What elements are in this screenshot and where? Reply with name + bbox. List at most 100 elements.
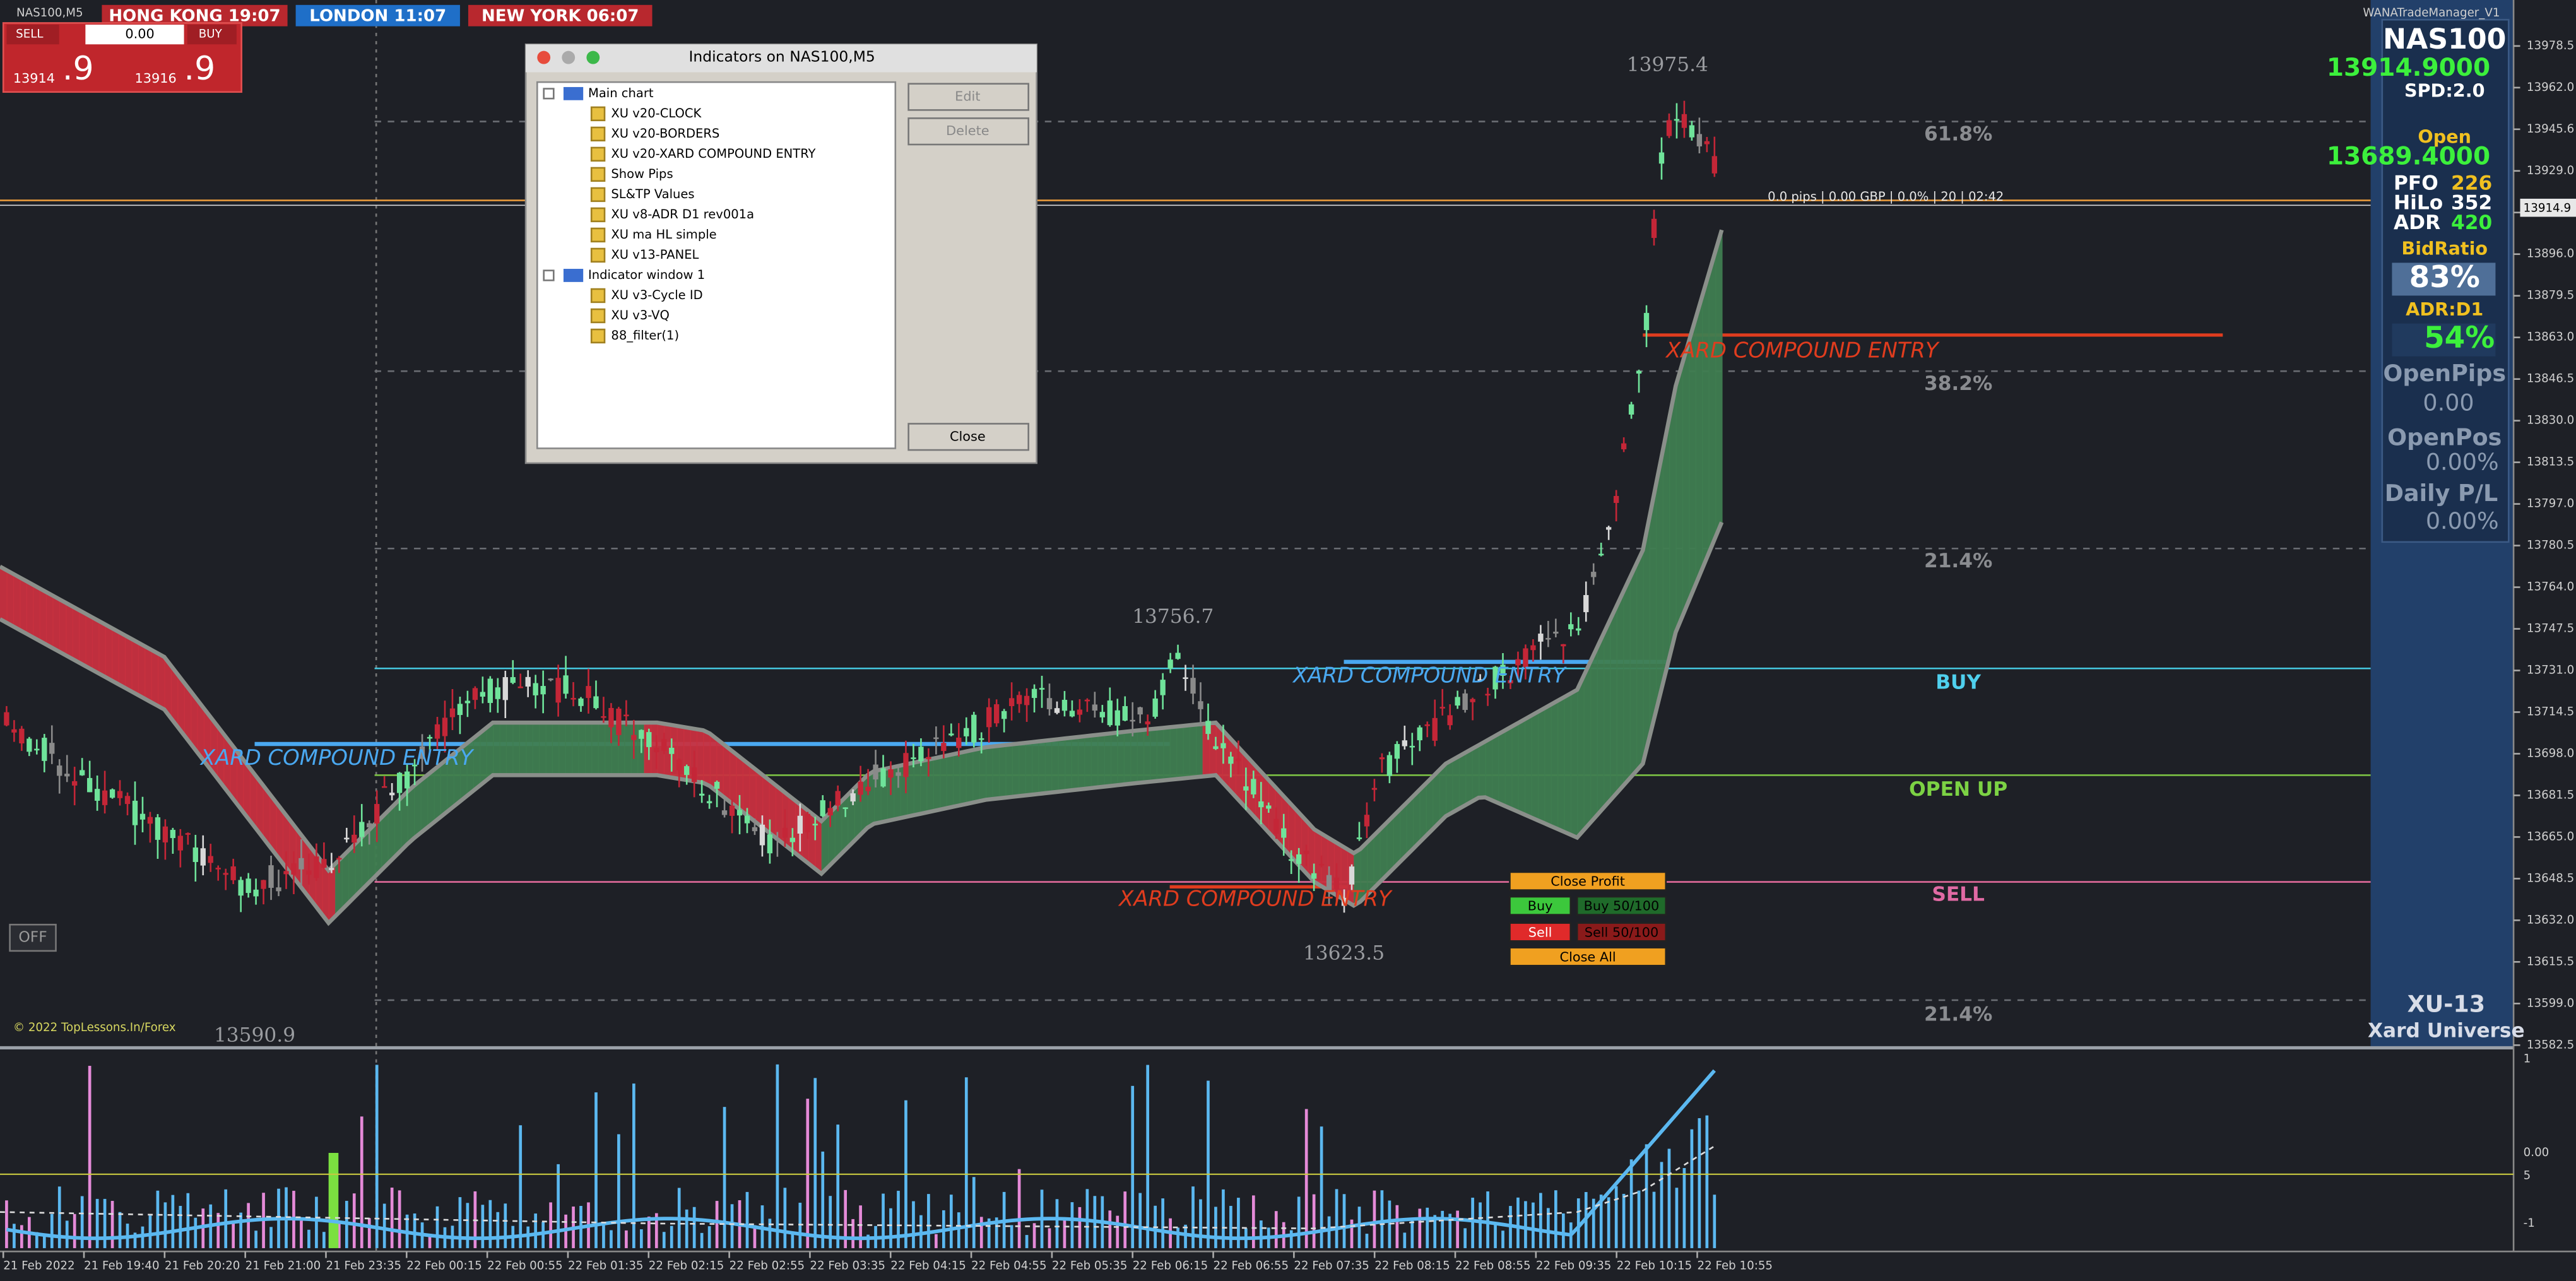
candle-body bbox=[578, 698, 584, 706]
candle-body bbox=[86, 777, 93, 793]
tree-toggle[interactable] bbox=[543, 269, 555, 281]
candle-body bbox=[298, 858, 304, 870]
dialog-button[interactable] bbox=[907, 117, 1029, 146]
tree-toggle[interactable] bbox=[543, 88, 555, 100]
candle-body bbox=[918, 747, 924, 762]
histogram-bar bbox=[1645, 1144, 1648, 1248]
trade-button[interactable] bbox=[1576, 922, 1667, 942]
histogram-bar bbox=[730, 1204, 734, 1248]
cloud-segment bbox=[414, 780, 422, 839]
histogram-bar bbox=[806, 1099, 810, 1248]
candle-body bbox=[865, 786, 871, 791]
candle-body bbox=[464, 700, 471, 704]
panel-dailypl-label: Daily P/L bbox=[2385, 480, 2498, 507]
dialog-button[interactable] bbox=[907, 423, 1029, 451]
trade-button[interactable] bbox=[1509, 895, 1572, 916]
x-axis-label: 22 Feb 05:35 bbox=[1052, 1260, 1128, 1273]
candle-body bbox=[873, 764, 878, 780]
tree-node: Main chart bbox=[588, 86, 654, 100]
window-button[interactable] bbox=[586, 50, 600, 64]
histogram-bar bbox=[118, 1212, 122, 1248]
trade-button[interactable] bbox=[1509, 947, 1667, 967]
cloud-segment bbox=[210, 716, 218, 778]
x-axis-label: 22 Feb 01:35 bbox=[568, 1260, 644, 1273]
candle-body bbox=[964, 728, 969, 736]
cloud-segment bbox=[1340, 845, 1349, 902]
candle-body bbox=[540, 686, 546, 695]
x-axis-label: 22 Feb 04:15 bbox=[890, 1260, 966, 1273]
candle-body bbox=[570, 698, 576, 700]
histogram-bar bbox=[700, 1232, 704, 1248]
candle-body bbox=[1689, 125, 1695, 138]
histogram-bar bbox=[163, 1202, 167, 1248]
cloud-segment bbox=[20, 577, 27, 634]
histogram-bar bbox=[670, 1225, 673, 1248]
y-axis-label: 13896.0 bbox=[2527, 247, 2574, 261]
histogram-bar bbox=[254, 1231, 257, 1248]
buy-button[interactable] bbox=[187, 25, 237, 45]
candle-body bbox=[1447, 715, 1453, 726]
off-button[interactable] bbox=[9, 923, 57, 952]
cloud-segment bbox=[1373, 829, 1381, 888]
cloud-segment bbox=[992, 745, 1000, 800]
cloud-segment bbox=[151, 649, 159, 706]
candle-body bbox=[586, 686, 591, 699]
level-label: 38.2% bbox=[1924, 372, 1992, 395]
cloud-segment bbox=[1649, 484, 1657, 738]
candle-body bbox=[1545, 637, 1551, 640]
sub-axis-label: 0.00 bbox=[2524, 1146, 2549, 1159]
window-button[interactable] bbox=[562, 50, 576, 64]
dialog-button[interactable] bbox=[907, 83, 1029, 111]
histogram-bar bbox=[110, 1201, 114, 1248]
cloud-segment bbox=[216, 725, 225, 787]
candle-body bbox=[1205, 721, 1211, 735]
candle-body bbox=[601, 716, 606, 718]
indicator-icon bbox=[590, 106, 606, 122]
histogram-bar bbox=[979, 1217, 983, 1248]
candle-body bbox=[1658, 152, 1665, 164]
cloud-segment bbox=[1104, 733, 1112, 787]
histogram-bar bbox=[882, 1193, 885, 1248]
candle-body bbox=[109, 789, 115, 798]
candle-body bbox=[979, 738, 984, 740]
histogram-bar bbox=[1251, 1195, 1255, 1248]
histogram-bar bbox=[1259, 1220, 1263, 1248]
histogram-bar bbox=[1410, 1217, 1414, 1248]
cloud-segment bbox=[1643, 517, 1651, 764]
sell-button[interactable] bbox=[6, 25, 59, 45]
cloud-segment bbox=[1590, 647, 1598, 823]
candle-body bbox=[616, 708, 622, 735]
cloud-segment bbox=[1504, 726, 1513, 809]
cloud-segment bbox=[1025, 742, 1033, 796]
cloud-segment bbox=[184, 682, 192, 744]
candle-body bbox=[1379, 757, 1385, 760]
histogram-bar bbox=[1199, 1199, 1202, 1248]
window-button[interactable] bbox=[537, 50, 551, 64]
cloud-segment bbox=[407, 786, 415, 844]
histogram-bar bbox=[549, 1202, 552, 1248]
candle-body bbox=[1394, 744, 1400, 759]
histogram-bar bbox=[1176, 1227, 1179, 1248]
candle-body bbox=[767, 834, 773, 854]
candle-body bbox=[1432, 717, 1438, 741]
candle-body bbox=[502, 677, 508, 700]
cloud-segment bbox=[59, 599, 67, 656]
lot-input[interactable] bbox=[85, 25, 184, 45]
histogram-bar bbox=[133, 1232, 137, 1248]
candle-body bbox=[1666, 120, 1672, 136]
cloud-segment bbox=[427, 770, 435, 828]
trade-button[interactable] bbox=[1509, 871, 1667, 891]
chart-layer bbox=[0, 45, 2520, 1258]
trade-button[interactable] bbox=[1509, 922, 1572, 942]
histogram-bar bbox=[897, 1191, 900, 1248]
histogram-bar bbox=[458, 1197, 462, 1248]
candle-body bbox=[238, 880, 244, 896]
histogram-bar bbox=[1365, 1234, 1369, 1248]
candle-body bbox=[593, 696, 599, 709]
entry-label: XARD COMPOUND ENTRY bbox=[1665, 338, 1940, 362]
histogram-bar bbox=[1116, 1215, 1120, 1248]
trade-button[interactable] bbox=[1576, 895, 1667, 916]
histogram-bar bbox=[829, 1196, 832, 1248]
price-annotation: 13590.9 bbox=[214, 1024, 295, 1047]
histogram-bar bbox=[1682, 1168, 1686, 1248]
